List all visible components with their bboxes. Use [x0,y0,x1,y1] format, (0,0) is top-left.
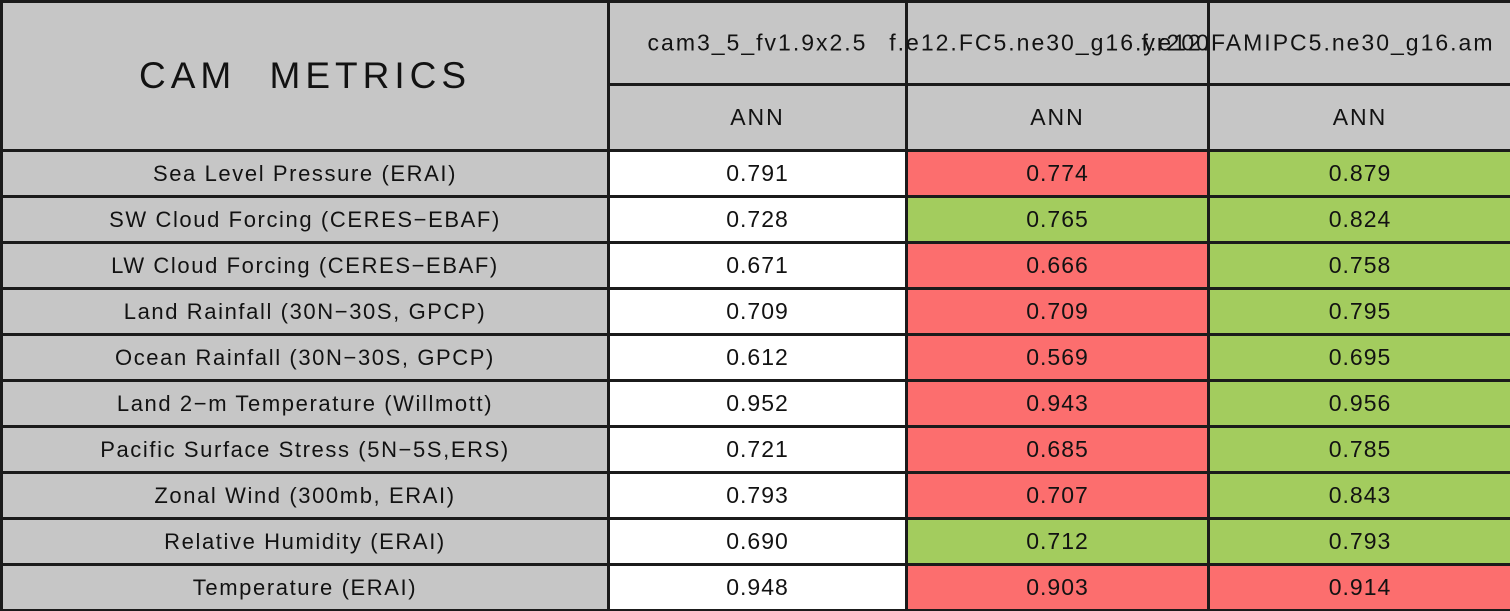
value-cell-run3: 0.795 [1207,287,1510,336]
value-cell-run3: 0.824 [1207,195,1510,244]
run1-name: cam3_5_fv1.9x2.5 [647,29,868,56]
value-cell-run3: 0.785 [1207,425,1510,474]
table-row: Pacific Surface Stress (5N−5S,ERS) 0.721… [0,425,1510,474]
value-cell-run2: 0.774 [905,149,1210,198]
value-cell-run1: 0.948 [607,563,908,611]
season-row: ANN ANN ANN [2,83,1510,152]
table-title-cell: CAM METRICS [0,0,610,152]
value-cell-run2: 0.903 [905,563,1210,611]
page-title: CAM METRICS [139,55,471,96]
value-cell-run2: 0.709 [905,287,1210,336]
table-header: CAM METRICS cam3_5_fv1.9x2.5 f.e12.FC5.n… [0,0,1510,152]
season-header-run1: ANN [607,83,908,152]
table-row: LW Cloud Forcing (CERES−EBAF) 0.671 0.66… [0,241,1510,290]
value-cell-run1: 0.952 [607,379,908,428]
value-cell-run1: 0.721 [607,425,908,474]
value-cell-run2: 0.685 [905,425,1210,474]
metric-label-cell: SW Cloud Forcing (CERES−EBAF) [0,195,610,244]
table-row: Temperature (ERAI) 0.948 0.903 0.914 [0,563,1510,611]
value-cell-run1: 0.671 [607,241,908,290]
metric-label-cell: LW Cloud Forcing (CERES−EBAF) [0,241,610,290]
value-cell-run2: 0.712 [905,517,1210,566]
value-cell-run1: 0.690 [607,517,908,566]
table-row: Land Rainfall (30N−30S, GPCP) 0.709 0.70… [0,287,1510,336]
metric-label-cell: Sea Level Pressure (ERAI) [0,149,610,198]
table-row: Zonal Wind (300mb, ERAI) 0.793 0.707 0.8… [0,471,1510,520]
table-body: Sea Level Pressure (ERAI) 0.791 0.774 0.… [0,149,1510,611]
metric-label-cell: Pacific Surface Stress (5N−5S,ERS) [0,425,610,474]
value-cell-run1: 0.709 [607,287,908,336]
metric-label-cell: Relative Humidity (ERAI) [0,517,610,566]
value-cell-run3: 0.956 [1207,379,1510,428]
value-cell-run3: 0.758 [1207,241,1510,290]
value-cell-run3: 0.695 [1207,333,1510,382]
value-cell-run2: 0.569 [905,333,1210,382]
column-header-run3: f.e12.FAMIPC5.ne30_g16.am [1141,0,1510,86]
column-header-run1: cam3_5_fv1.9x2.5 [607,0,908,86]
run-name-row: CAM METRICS cam3_5_fv1.9x2.5 f.e12.FC5.n… [0,0,1510,152]
table-row: Sea Level Pressure (ERAI) 0.791 0.774 0.… [0,149,1510,198]
column-header-run2: f.e12.FC5.ne30_g16.yr2000 [889,0,1224,86]
value-cell-run2: 0.707 [905,471,1210,520]
run3-name: f.e12.FAMIPC5.ne30_g16.am [1141,29,1495,56]
table-row: Ocean Rainfall (30N−30S, GPCP) 0.612 0.5… [0,333,1510,382]
table-row: Land 2−m Temperature (Willmott) 0.952 0.… [0,379,1510,428]
season-header-run3: ANN [1207,83,1510,152]
season-header-run2: ANN [905,83,1210,152]
value-cell-run2: 0.765 [905,195,1210,244]
metric-label-cell: Zonal Wind (300mb, ERAI) [0,471,610,520]
value-cell-run3: 0.843 [1207,471,1510,520]
value-cell-run1: 0.612 [607,333,908,382]
value-cell-run3: 0.793 [1207,517,1510,566]
table-row: SW Cloud Forcing (CERES−EBAF) 0.728 0.76… [0,195,1510,244]
value-cell-run3: 0.879 [1207,149,1510,198]
metric-label-cell: Temperature (ERAI) [0,563,610,611]
value-cell-run1: 0.728 [607,195,908,244]
table-row: Relative Humidity (ERAI) 0.690 0.712 0.7… [0,517,1510,566]
value-cell-run2: 0.943 [905,379,1210,428]
run2-name: f.e12.FC5.ne30_g16.yr2000 [889,29,1226,56]
value-cell-run3: 0.914 [1207,563,1510,611]
metric-label-cell: Ocean Rainfall (30N−30S, GPCP) [0,333,610,382]
metric-label-cell: Land 2−m Temperature (Willmott) [0,379,610,428]
value-cell-run1: 0.791 [607,149,908,198]
value-cell-run2: 0.666 [905,241,1210,290]
value-cell-run1: 0.793 [607,471,908,520]
metric-label-cell: Land Rainfall (30N−30S, GPCP) [0,287,610,336]
